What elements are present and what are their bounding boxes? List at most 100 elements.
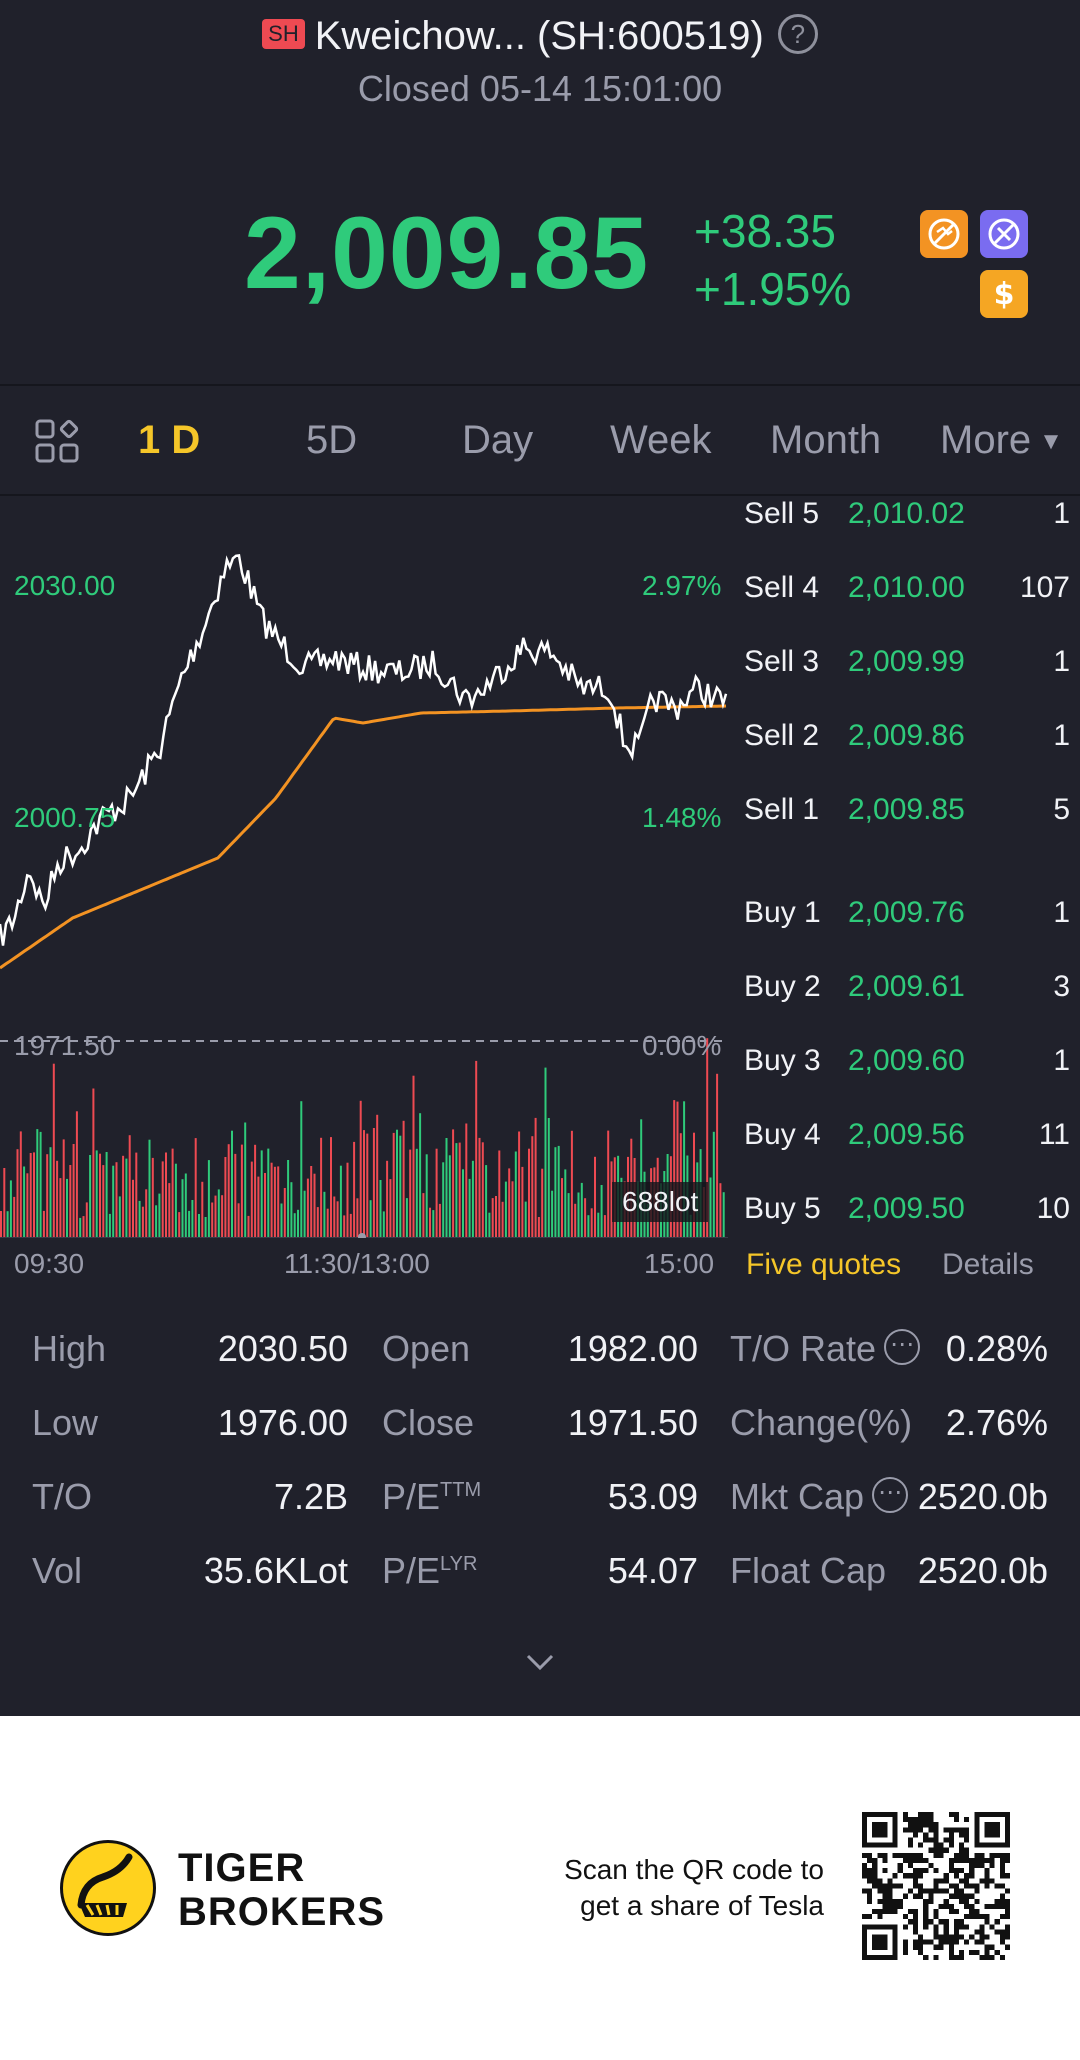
buy-row: Buy 1 2,009.76 1 (744, 896, 1070, 956)
volume-bar (435, 1148, 438, 1238)
volume-bar (445, 1138, 448, 1238)
volume-bar (402, 1120, 405, 1238)
volume-bar (339, 1165, 342, 1238)
volume-bar (82, 1216, 85, 1238)
chevron-down-icon[interactable] (524, 1646, 556, 1678)
volume-bar (303, 1190, 306, 1238)
tab-details[interactable]: Details (942, 1248, 1034, 1281)
tab-week[interactable]: Week (610, 418, 712, 462)
volume-bar (254, 1144, 257, 1238)
info-dots-icon[interactable]: ⋯ (872, 1477, 909, 1514)
volume-bar (462, 1169, 464, 1238)
volume-bar (148, 1139, 151, 1238)
volume-bar (673, 1100, 676, 1238)
intraday-chart[interactable] (0, 498, 730, 1238)
volume-bar (498, 1150, 501, 1238)
order-qty: 1 (1053, 896, 1070, 929)
volume-bar (488, 1212, 491, 1238)
order-label: Sell 1 (744, 793, 820, 826)
order-price: 2,009.76 (848, 896, 965, 929)
stat-close-label: Close (382, 1402, 475, 1443)
volume-bar (168, 1183, 171, 1238)
volume-bar (610, 1161, 613, 1238)
volume-bar (306, 1178, 309, 1238)
tab-day[interactable]: Day (462, 418, 534, 462)
volume-bar (577, 1192, 580, 1238)
volume-bar (584, 1198, 587, 1238)
volume-bar (95, 1150, 98, 1238)
tab-five-quotes[interactable]: Five quotes (746, 1248, 902, 1281)
brand-name: TIGER BROKERS (178, 1846, 385, 1934)
volume-bar (16, 1149, 19, 1238)
volume-bar (161, 1161, 164, 1238)
volume-bar (709, 1177, 712, 1238)
volume-bar (102, 1165, 105, 1238)
volume-bar (412, 1075, 415, 1238)
volume-bar (468, 1178, 471, 1238)
volume-bar (392, 1132, 395, 1238)
volume-bar (313, 1173, 316, 1238)
volume-bar (640, 1119, 643, 1238)
volume-bar (676, 1101, 679, 1238)
volume-bar (326, 1208, 329, 1238)
volume-bar (264, 1173, 266, 1238)
volume-bar (372, 1128, 375, 1238)
volume-bar (26, 1173, 29, 1238)
volume-bar (603, 1215, 606, 1238)
order-price: 2,009.56 (848, 1118, 965, 1151)
tab-more[interactable]: More ▼ (940, 418, 1063, 463)
stat-low-value: 1976.00 (217, 1402, 348, 1443)
volume-bar (396, 1129, 398, 1238)
volume-bar (531, 1136, 534, 1238)
volume-bar (231, 1130, 233, 1238)
buy-row: Buy 2 2,009.61 3 (744, 970, 1070, 1030)
volume-bar (69, 1165, 72, 1238)
scan-prompt: Scan the QR code to get a share of Tesla (540, 1852, 824, 1924)
stat-change-pct-value: 2.76% (945, 1402, 1048, 1443)
tab-1d[interactable]: 1 D (138, 418, 201, 462)
stat-close-value: 1971.50 (567, 1402, 698, 1443)
volume-bar (46, 1154, 49, 1238)
volume-bar (475, 1060, 478, 1238)
grid-layout-icon[interactable] (34, 418, 82, 466)
volume-bar (165, 1152, 167, 1238)
order-price: 2,009.86 (848, 719, 965, 752)
qr-code-icon[interactable] (862, 1812, 1010, 1960)
stat-change-pct-label: Change(%) (730, 1402, 913, 1443)
volume-bar (29, 1153, 32, 1238)
stat-low-label: Low (32, 1402, 99, 1443)
dollar-icon[interactable]: $ (980, 270, 1028, 318)
volume-bar (0, 1211, 2, 1238)
volume-bar (9, 1180, 12, 1238)
buy-row: Buy 3 2,009.60 1 (744, 1044, 1070, 1104)
volume-bar (207, 1160, 210, 1238)
volume-bar (551, 1190, 554, 1238)
info-dots-icon[interactable]: ⋯ (884, 1329, 921, 1366)
volume-bar (514, 1151, 517, 1238)
volume-bar (452, 1129, 455, 1238)
volume-bar (79, 1217, 82, 1238)
volume-bar (198, 1214, 200, 1238)
y-label-mid: 2000.75 (14, 802, 116, 833)
stat-high-value: 2030.50 (217, 1328, 348, 1369)
volume-bar (155, 1205, 158, 1238)
stat-to-label: T/O (32, 1476, 92, 1517)
sell-row: Sell 5 2,010.02 1 (744, 497, 1070, 557)
volume-bar (501, 1201, 504, 1238)
no-margin-icon[interactable] (980, 210, 1028, 258)
volume-bar (369, 1200, 372, 1238)
tab-month[interactable]: Month (770, 418, 882, 462)
volume-bar (683, 1101, 686, 1238)
volume-bar (112, 1165, 115, 1238)
volume-bar (92, 1088, 95, 1238)
volume-bar (478, 1137, 481, 1238)
volume-bar (66, 1178, 68, 1238)
tab-5d[interactable]: 5D (306, 418, 358, 462)
volume-bar (151, 1157, 154, 1238)
volume-bar (118, 1196, 121, 1238)
no-short-icon[interactable] (920, 210, 968, 258)
volume-bar (524, 1201, 527, 1238)
volume-bar (277, 1166, 280, 1238)
question-circle-icon[interactable]: ? (777, 14, 818, 55)
volume-bar (349, 1213, 352, 1238)
